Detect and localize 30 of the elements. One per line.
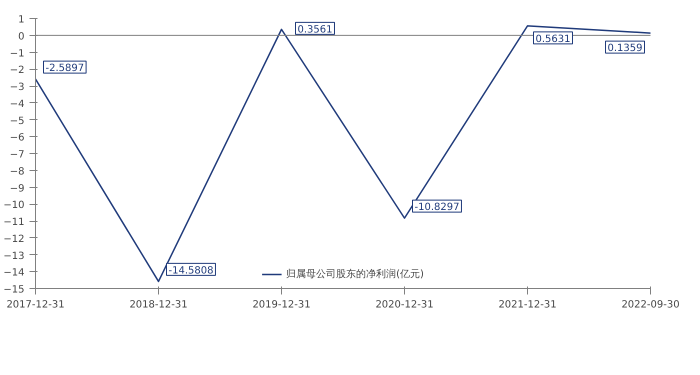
y-tick-label: −3 — [10, 82, 25, 93]
data-label: -14.5808 — [168, 265, 214, 276]
x-tick-label: 2021-12-31 — [498, 300, 557, 310]
legend-label: 归属母公司股东的净利润(亿元) — [286, 268, 424, 281]
y-tick-label: −12 — [3, 234, 25, 245]
y-tick-label: −7 — [10, 150, 25, 160]
x-tick-label: 2017-12-31 — [6, 300, 65, 310]
data-label: 0.5631 — [536, 34, 570, 45]
y-tick-label: −8 — [10, 166, 25, 178]
y-tick-label: 0 — [18, 31, 25, 42]
x-tick-label: 2019-12-31 — [252, 300, 311, 310]
y-tick-label: −1 — [10, 48, 25, 60]
x-tick-label: 2020-12-31 — [375, 300, 434, 310]
y-tick-label: −14 — [3, 268, 25, 279]
y-tick-label: −9 — [10, 183, 25, 194]
data-label: -2.5897 — [46, 63, 84, 74]
data-label: 0.3561 — [298, 24, 332, 36]
y-tick-label: −4 — [10, 98, 25, 110]
y-tick-label: 1 — [18, 14, 25, 26]
y-tick-label: −10 — [3, 200, 25, 212]
y-tick-label: −11 — [3, 217, 25, 228]
y-tick-label: −6 — [10, 132, 25, 144]
y-tick-label: −2 — [10, 65, 25, 76]
data-label: 0.1359 — [608, 43, 643, 54]
data-label: -10.8297 — [414, 202, 460, 214]
y-tick-label: −13 — [3, 250, 25, 262]
x-tick-label: 2022-09-30 — [621, 300, 680, 310]
x-tick-label: 2018-12-31 — [129, 300, 188, 310]
y-tick-label: −5 — [10, 116, 25, 127]
y-tick-label: −15 — [3, 284, 25, 296]
